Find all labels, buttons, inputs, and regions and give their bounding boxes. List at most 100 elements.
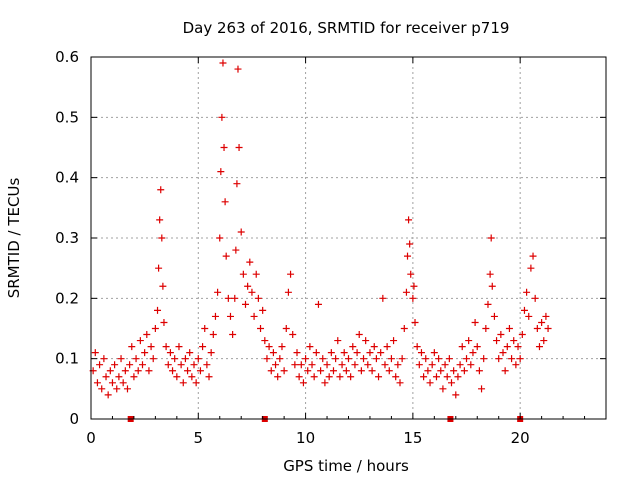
data-point (242, 300, 249, 308)
data-point (104, 391, 112, 399)
data-point (520, 306, 528, 314)
data-point (508, 355, 516, 363)
data-point (355, 331, 363, 339)
data-point (400, 325, 408, 332)
data-point (147, 343, 155, 351)
data-point (205, 373, 213, 381)
data-point (471, 318, 479, 326)
data-point (405, 216, 413, 224)
data-point (360, 355, 368, 363)
data-point (458, 343, 466, 351)
x-tick-label: 15 (403, 429, 422, 447)
data-point (424, 367, 432, 375)
data-point (450, 367, 458, 375)
data-point (409, 294, 417, 302)
data-point (482, 325, 490, 332)
x-tick-label: 10 (296, 429, 315, 447)
data-point (334, 337, 342, 345)
data-point (531, 294, 539, 302)
y-axis-label: SRMTID / TECUs (5, 178, 23, 299)
data-point (428, 361, 436, 369)
data-point (149, 355, 157, 363)
data-point (487, 234, 495, 242)
data-point (310, 373, 318, 381)
data-point (364, 361, 372, 369)
data-point (505, 325, 513, 332)
data-point (516, 355, 524, 363)
data-point (111, 361, 119, 369)
data-point (308, 361, 316, 369)
data-point (219, 59, 227, 67)
data-point (353, 349, 361, 357)
data-point (293, 349, 301, 357)
data-point (325, 373, 333, 381)
data-point (233, 180, 241, 188)
data-point (467, 361, 475, 369)
data-point (123, 385, 131, 393)
plot-border (90, 56, 607, 420)
data-point (234, 65, 242, 73)
y-tick-label: 0.1 (55, 350, 79, 368)
data-point (340, 349, 348, 357)
data-point (175, 343, 183, 351)
y-tick-label: 0.6 (55, 48, 79, 66)
data-point (100, 355, 108, 363)
data-point (177, 361, 185, 369)
data-point (246, 258, 254, 266)
data-point (417, 349, 425, 357)
data-point (130, 373, 138, 381)
data-point (113, 385, 121, 393)
data-point (106, 367, 114, 375)
data-point (190, 361, 198, 369)
data-point (278, 343, 286, 351)
data-point (336, 373, 344, 381)
data-point (495, 355, 503, 363)
data-point (490, 312, 498, 320)
data-point (392, 373, 400, 381)
data-point (452, 391, 460, 399)
data-point (454, 373, 462, 381)
data-point (329, 367, 337, 375)
data-point (145, 367, 153, 375)
data-point (216, 234, 224, 242)
data-point (287, 270, 295, 278)
data-point (312, 349, 320, 357)
data-point (126, 361, 134, 369)
data-point (396, 379, 404, 387)
data-point (276, 355, 284, 363)
data-point (248, 288, 256, 296)
data-point (437, 367, 445, 375)
data-point (349, 343, 357, 351)
data-point (529, 252, 537, 260)
data-point (171, 355, 179, 363)
data-point (398, 355, 406, 363)
data-point (518, 331, 526, 339)
data-point (299, 379, 307, 387)
data-point (159, 282, 167, 290)
data-point (443, 373, 451, 381)
data-point (347, 373, 355, 381)
data-point (259, 306, 267, 314)
data-point (199, 343, 207, 351)
data-point (166, 349, 174, 357)
data-point (527, 264, 535, 272)
data-point (136, 337, 144, 345)
data-point (501, 367, 509, 375)
data-point (265, 343, 273, 351)
data-point (370, 343, 378, 351)
data-point (314, 300, 322, 308)
data-point (499, 349, 507, 357)
data-point (102, 373, 110, 381)
data-point (368, 367, 376, 375)
data-point (272, 361, 280, 369)
data-point (239, 270, 247, 278)
x-tick-label: 5 (194, 429, 204, 447)
data-point (214, 288, 222, 296)
data-point (91, 349, 99, 357)
data-point (319, 355, 327, 363)
data-point (192, 379, 200, 387)
data-point (375, 373, 383, 381)
data-point (510, 337, 518, 345)
data-point (486, 270, 494, 278)
